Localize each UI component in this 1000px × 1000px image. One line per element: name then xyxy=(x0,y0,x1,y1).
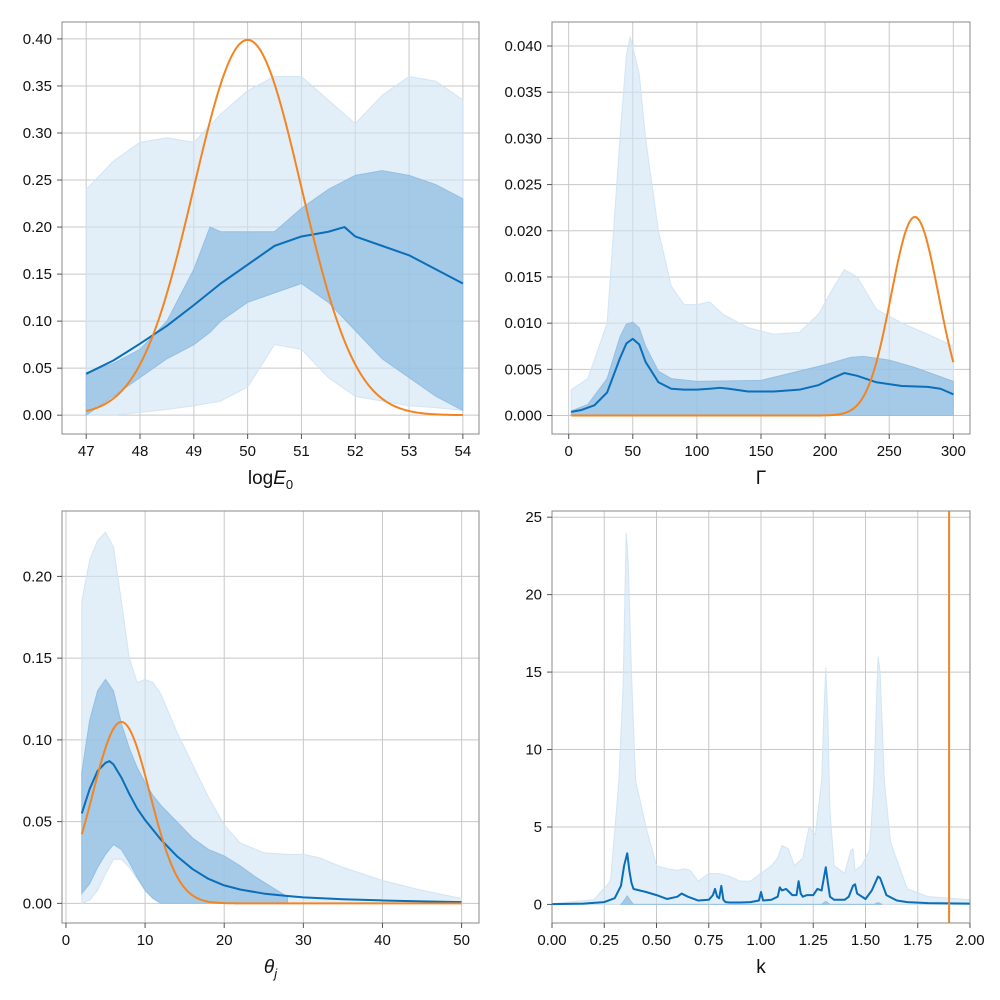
y-tick-label: 20 xyxy=(525,587,542,604)
x-tick-label: 51 xyxy=(293,443,310,460)
median-line-theta_j xyxy=(80,760,462,904)
y-tick-label: 0.05 xyxy=(23,360,52,377)
x-tick-label: 50 xyxy=(453,932,470,949)
y-tick-label: 0.25 xyxy=(23,172,52,189)
x-tick-label: 0.25 xyxy=(590,932,619,949)
y-tick-label: 0.05 xyxy=(23,814,52,831)
prior-curve-logE0 xyxy=(85,38,463,417)
y-tick-label: 0.20 xyxy=(23,219,52,236)
y-tick-label: 0.010 xyxy=(504,315,542,332)
y-tick-label: 0.30 xyxy=(23,125,52,142)
y-tick-label: 0.020 xyxy=(504,223,542,240)
y-tick-label: 0.15 xyxy=(23,266,52,283)
x-tick-label: 150 xyxy=(748,443,773,460)
chart-logE0: 47 48 49 50 51 52 53 54 0.00 0.05 0.10 0.15 0.20 0.25… xyxy=(23,21,480,492)
y-tick-label: 0.030 xyxy=(504,130,542,147)
x-tick-label: 47 xyxy=(78,443,95,460)
x-tick-label: 10 xyxy=(137,932,154,949)
x-tick-label: 50 xyxy=(239,443,256,460)
y-tick-label: 0.15 xyxy=(23,650,52,667)
x-axis-label-logE0: logE0 xyxy=(248,468,293,492)
prior-curve-Gamma xyxy=(571,215,955,417)
median-line-Gamma xyxy=(571,337,954,413)
y-tick-label: 0 xyxy=(534,896,542,913)
y-tick-label: 10 xyxy=(525,742,542,759)
x-tick-label: 1.75 xyxy=(903,932,932,949)
y-tick-label: 0.00 xyxy=(23,407,52,424)
x-tick-label: 300 xyxy=(941,443,966,460)
y-tick-label: 0.000 xyxy=(504,408,542,425)
x-tick-label: 0.75 xyxy=(694,932,723,949)
x-tick-label: 54 xyxy=(455,443,472,460)
y-tick-label: 0.005 xyxy=(504,361,542,378)
plot-area-k xyxy=(552,511,970,923)
y-axis-k: 0 5 10 15 20 25 xyxy=(525,509,552,913)
x-tick-label: 30 xyxy=(295,932,312,949)
y-tick-label: 5 xyxy=(534,819,542,836)
chart-Gamma: 0 50 100 150 200 250 3000.0000.0050.0100.0150.… xyxy=(504,21,971,489)
y-tick-label: 15 xyxy=(525,664,542,681)
x-axis-label-Gamma: Γ xyxy=(756,468,766,489)
x-tick-label: 49 xyxy=(185,443,202,460)
x-axis-k: 0.00 0.25 0.50 0.75 1.00 1.25 1.50 1.75 2.00 xyxy=(537,923,985,949)
x-tick-label: 1.00 xyxy=(746,932,775,949)
x-tick-label: 50 xyxy=(624,443,641,460)
x-tick-label: 20 xyxy=(216,932,233,949)
x-axis-Gamma: 0 50 100 150 200 250 300 xyxy=(564,434,966,460)
inner-band-logE0 xyxy=(85,170,464,417)
x-tick-label: 250 xyxy=(877,443,902,460)
y-axis-theta_j: 0.00 0.05 0.10 0.15 0.20 xyxy=(23,568,62,912)
y-tick-label: 0.35 xyxy=(23,78,52,95)
y-axis-Gamma: 0.000 0.005 0.010 0.015 0.020 0.025 0.030 0.035… xyxy=(504,38,552,425)
x-tick-label: 0 xyxy=(564,443,572,460)
y-axis-logE0: 0.00 0.05 0.10 0.15 0.20 0.25 0.30 0.35 0.40 xyxy=(23,31,62,424)
axes-frame-theta_j xyxy=(61,510,480,924)
axes-frame-logE0 xyxy=(61,21,480,435)
y-tick-label: 0.040 xyxy=(504,38,542,55)
chart-theta_j: 0 10 20 30 40 50 0.00 0.05 0.10 0.15 0.20 θj xyxy=(23,510,480,981)
y-tick-label: 0.025 xyxy=(504,177,542,194)
y-tick-label: 25 xyxy=(525,509,542,526)
y-tick-label: 0.015 xyxy=(504,269,542,286)
chart-k: 0.00 0.25 0.50 0.75 1.00 1.25 1.50 1.75 2.00 0 5 10… xyxy=(525,509,984,978)
x-tick-label: 52 xyxy=(347,443,364,460)
plot-area-theta_j xyxy=(80,531,463,905)
prior-curve-theta_j xyxy=(80,720,462,905)
inner-band-k xyxy=(619,894,883,905)
x-tick-label: 0.00 xyxy=(537,932,566,949)
x-tick-label: 48 xyxy=(132,443,149,460)
y-tick-label: 0.035 xyxy=(504,84,542,101)
x-axis-label-theta_j: θj xyxy=(264,957,278,981)
x-tick-label: 200 xyxy=(813,443,838,460)
plot-area-logE0 xyxy=(85,38,464,417)
x-axis-label-k: k xyxy=(756,957,766,978)
x-axis-theta_j: 0 10 20 30 40 50 xyxy=(62,923,470,949)
y-tick-label: 0.00 xyxy=(23,895,52,912)
x-tick-label: 2.00 xyxy=(955,932,984,949)
x-tick-label: 100 xyxy=(684,443,709,460)
y-tick-label: 0.20 xyxy=(23,568,52,585)
plot-area-Gamma xyxy=(570,36,955,417)
median-line-k xyxy=(552,852,970,906)
y-tick-label: 0.10 xyxy=(23,732,52,749)
x-tick-label: 1.50 xyxy=(851,932,880,949)
x-axis-logE0: 47 48 49 50 51 52 53 54 xyxy=(78,434,471,460)
y-tick-label: 0.40 xyxy=(23,31,52,48)
y-tick-label: 0.10 xyxy=(23,313,52,330)
x-tick-label: 0 xyxy=(62,932,70,949)
x-tick-label: 53 xyxy=(401,443,418,460)
x-tick-label: 1.25 xyxy=(799,932,828,949)
x-tick-label: 40 xyxy=(374,932,391,949)
x-tick-label: 0.50 xyxy=(642,932,671,949)
